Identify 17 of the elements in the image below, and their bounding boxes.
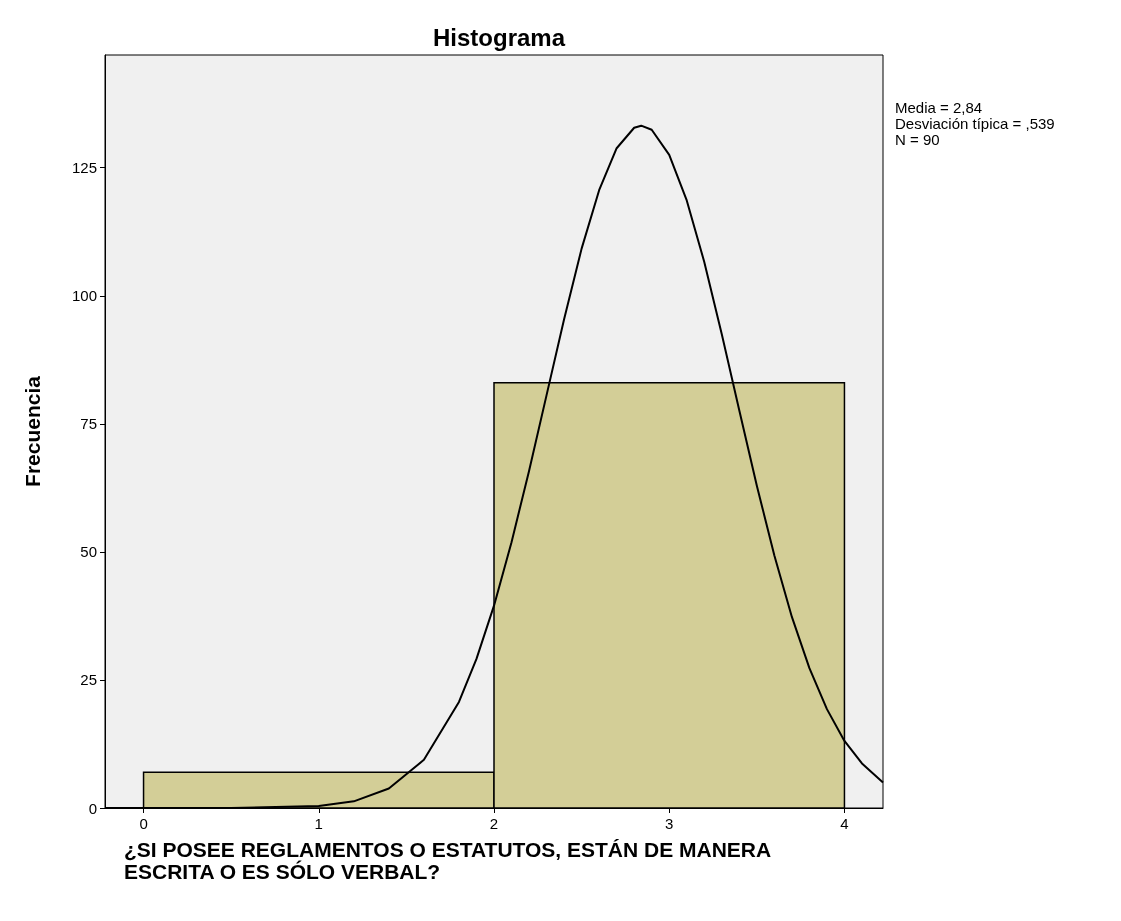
y-tick-label: 25	[80, 671, 97, 689]
x-tick-label: 3	[665, 815, 674, 832]
y-tick-label: 75	[80, 415, 97, 433]
y-axis-title: Frecuencia	[21, 375, 44, 487]
x-tick-label: 2	[489, 815, 499, 832]
x-tick-label: 4	[840, 815, 849, 832]
y-tick-label: 50	[80, 543, 97, 561]
x-axis-title: ¿SI POSEE REGLAMENTOS O ESTATUTOS, ESTÁN DE MANERA ESCRITA O ES SÓLO VERBAL?	[124, 837, 777, 883]
chart-title: Histograma	[432, 23, 566, 51]
text: Media = 2,84	[895, 99, 983, 116]
y-tick-label: 100	[71, 287, 97, 305]
x-tick-label: 0	[139, 815, 148, 832]
y-tick-label: 0	[88, 799, 97, 817]
y-tick-label: 125	[71, 159, 97, 177]
text: Desviación típica = ,539	[895, 115, 1055, 132]
x-tick-label: 1	[314, 815, 323, 832]
text: N = 90	[895, 131, 940, 148]
